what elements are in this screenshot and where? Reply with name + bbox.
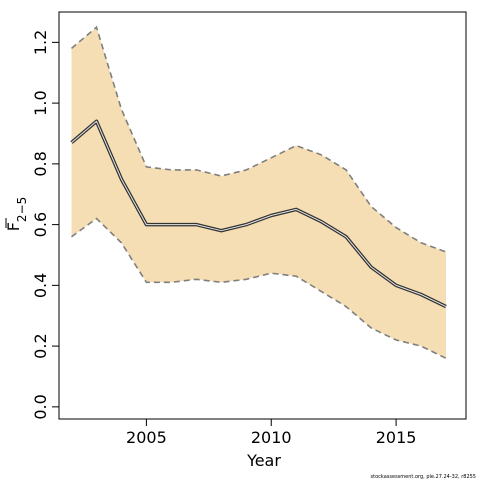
y-tick-label-4: 0.8 [31,151,50,176]
y-axis-label-subscript: 2−5 [15,197,29,222]
plot-frame [58,11,467,420]
y-axis: 0.0 0.2 0.4 0.6 0.8 1.0 1.2 [31,30,59,420]
y-tick-label-6: 1.2 [31,30,50,55]
estimate-line-inner [71,120,447,308]
x-tick-label-2015: 2015 [376,428,417,447]
x-axis: 2005 2010 2015 [126,419,416,447]
y-tick-label-5: 1.0 [31,90,50,115]
credit-text: stockassessment.org, ple.27.24-32, r8255 [371,474,476,480]
x-tick-label-2005: 2005 [126,428,167,447]
y-tick-label-0: 0.0 [31,394,50,419]
y-tick-label-1: 0.2 [31,333,50,358]
lower-bound-line [71,217,447,360]
plot-area [70,25,447,360]
y-tick-label-2: 0.4 [31,273,50,298]
svg-text:F2−5: F2−5 [4,197,29,232]
x-axis-label: Year [246,451,281,470]
confidence-band [71,27,446,359]
y-axis-label: F2−5 [4,197,29,232]
y-axis-label-base: F [4,222,23,231]
x-tick-label-2010: 2010 [251,428,292,447]
upper-bound-line [70,25,447,253]
y-tick-label-3: 0.6 [31,212,50,237]
